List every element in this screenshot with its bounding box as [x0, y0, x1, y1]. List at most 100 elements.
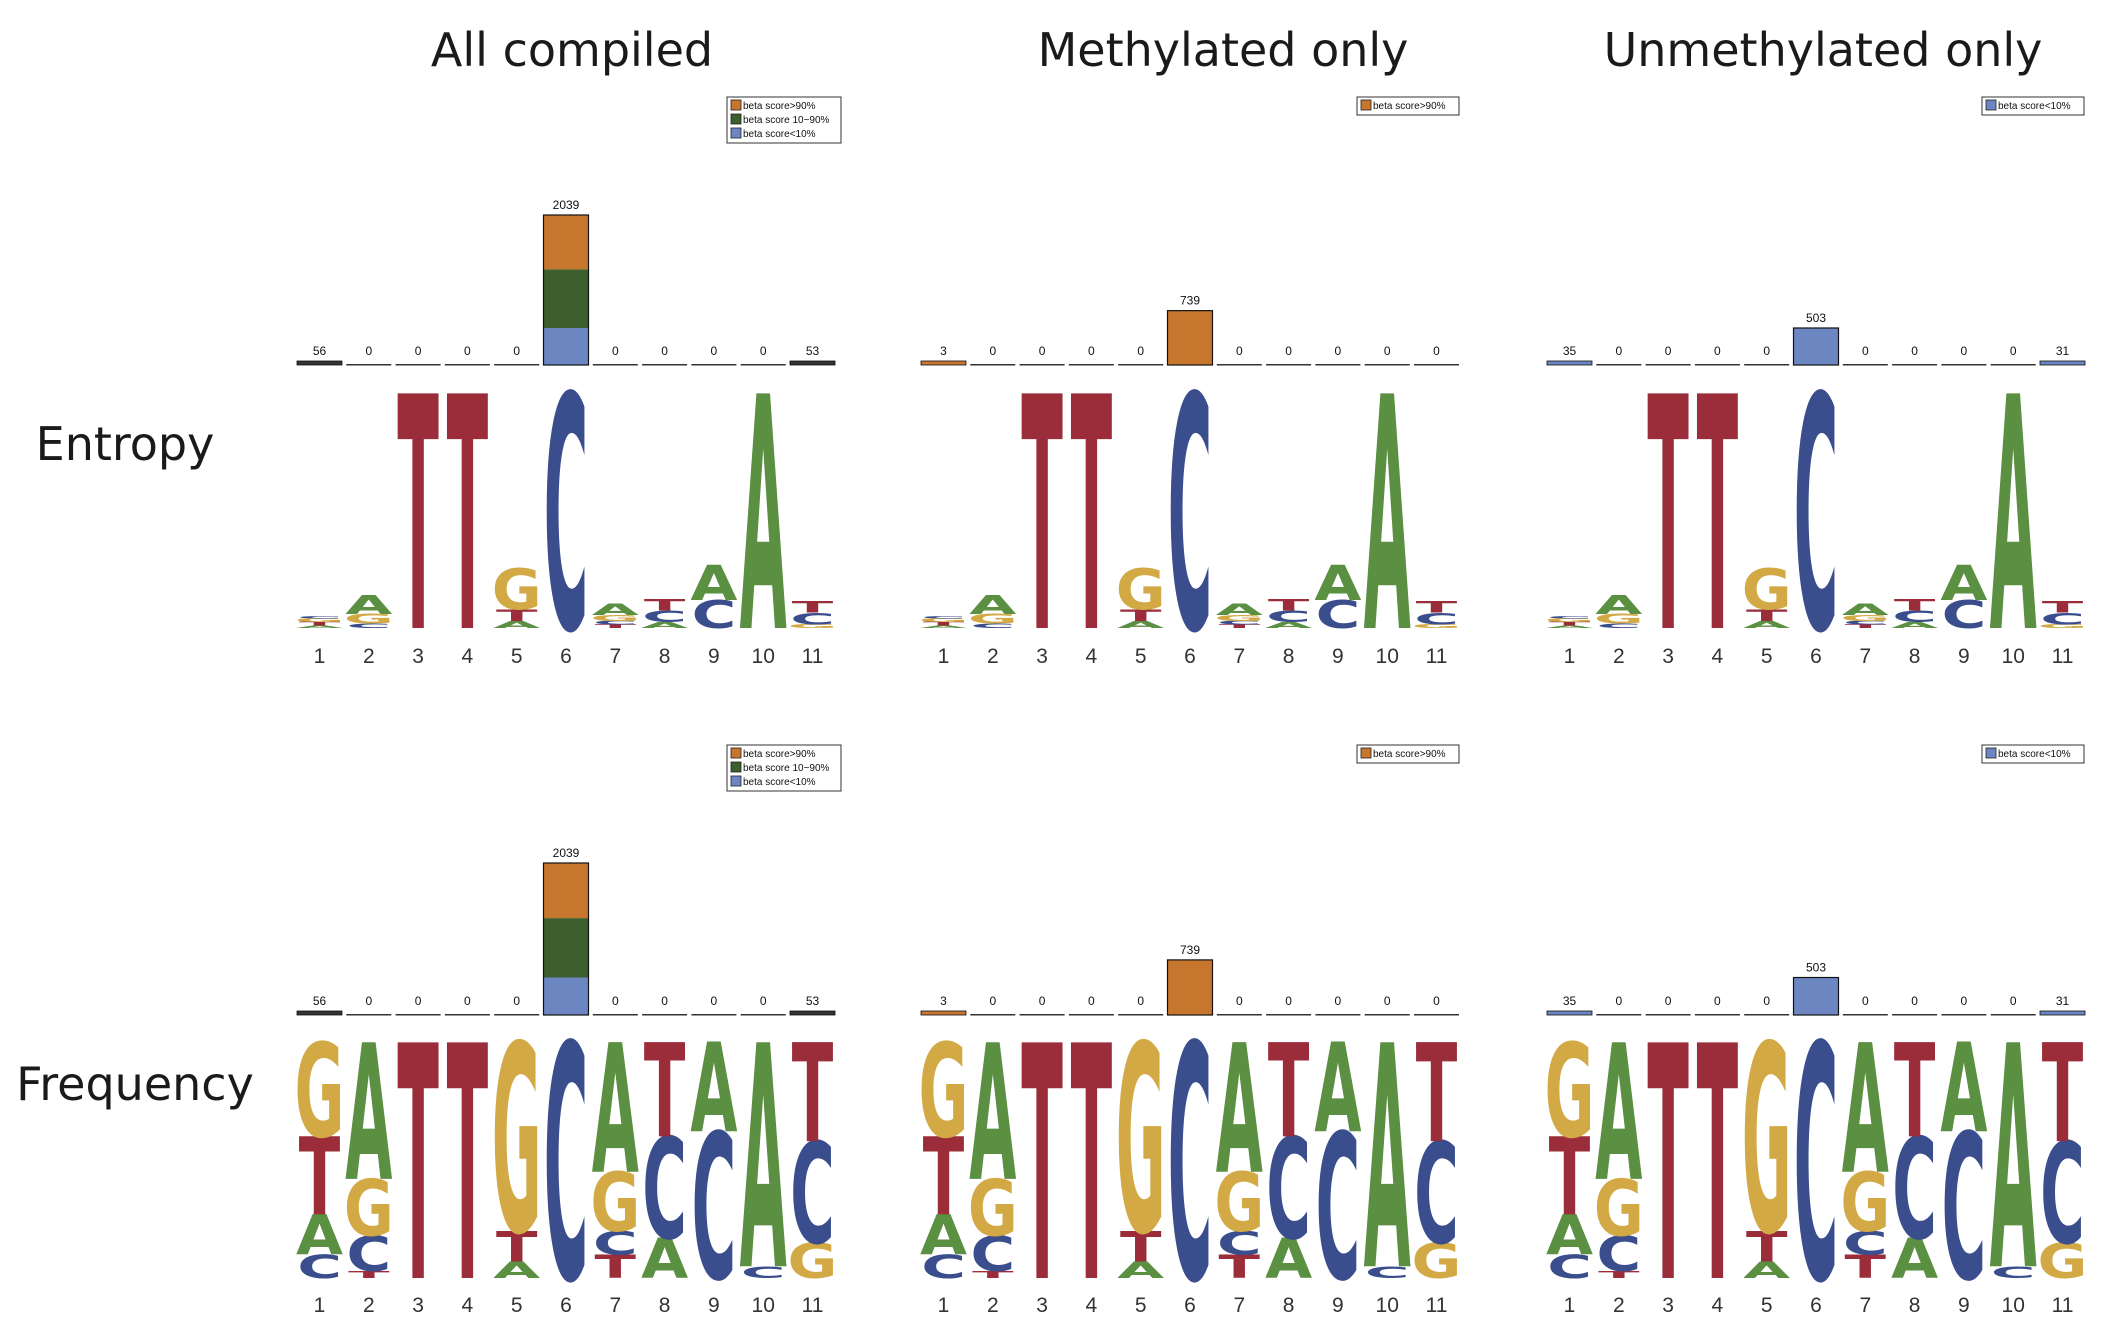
position-tick-label: 5	[1761, 645, 1773, 668]
position-tick-label: 6	[1184, 1294, 1196, 1317]
logo-letter-G: G	[919, 618, 969, 624]
logo-letter-A: A	[1364, 329, 1411, 704]
logo-letter-G: G	[1594, 612, 1644, 627]
logo-letter-T: T	[1746, 1223, 1788, 1272]
logo-letter-C: C	[297, 1249, 342, 1286]
bar-baseline	[740, 1014, 786, 1016]
logo-letter-A: A	[969, 591, 1016, 621]
bar	[1792, 976, 1840, 1016]
position-tick-label: 10	[752, 1294, 775, 1317]
bar-outline	[542, 214, 590, 366]
logo-letter-T: T	[447, 329, 488, 704]
logo-letter-C: C	[921, 1249, 966, 1286]
position-tick-label: 7	[609, 1294, 621, 1317]
position-tick-label: 5	[511, 1294, 523, 1317]
bar-value-label: 0	[1911, 344, 1918, 358]
logo-letter-G: G	[1742, 557, 1792, 622]
logo-letter-C: C	[1596, 622, 1641, 629]
position-tick-label: 9	[708, 1294, 720, 1317]
position-tick-label: 7	[1859, 645, 1871, 668]
bar-value-label: 0	[1714, 994, 1721, 1008]
position-tick-label: 4	[1712, 645, 1724, 668]
bar-baseline	[395, 364, 441, 366]
logo-letter-T: T	[1647, 329, 1688, 704]
panel-entropy-1: beta score>90% beta score 10~90% beta scor…	[295, 96, 842, 704]
logo-letter-A: A	[1314, 1018, 1361, 1161]
position-tick-label: 7	[609, 645, 621, 668]
logo-letter-T: T	[644, 1016, 686, 1167]
logo-letter-C: C	[2040, 1114, 2085, 1276]
logo-letter-A: A	[641, 621, 689, 630]
logo-letter-A: A	[1940, 1018, 1987, 1161]
logo-letter-C: C	[1794, 978, 1839, 1329]
logo-letter-G: G	[344, 612, 394, 627]
bar-baseline	[1414, 364, 1459, 366]
bar-value-label: 0	[1615, 994, 1622, 1008]
logo-letter-C: C	[346, 622, 391, 629]
logo-letter-C: C	[921, 616, 966, 620]
bar-value-label: 56	[313, 344, 327, 358]
logo-letter-G: G	[788, 1233, 838, 1289]
bar-baseline	[1118, 364, 1164, 366]
logo-letter-C: C	[1596, 1226, 1641, 1282]
position-tick-label: 3	[1662, 645, 1674, 668]
logo-letter-C: C	[642, 1110, 687, 1272]
bar-value-label: 35	[1563, 344, 1577, 358]
bar-baseline	[1990, 364, 2036, 366]
bar-value-label: 0	[464, 994, 471, 1008]
position-tick-label: 10	[1376, 645, 1399, 668]
bar-segment-beta_low	[543, 977, 589, 1015]
bar-baseline	[1744, 1014, 1790, 1016]
position-tick-label: 1	[314, 645, 326, 668]
logo-letter-T: T	[1549, 1116, 1590, 1240]
logo-letter-A: A	[1595, 1005, 1642, 1223]
logo-letter-C: C	[1217, 1225, 1262, 1262]
bar-baseline	[1364, 364, 1410, 366]
bar-baseline	[1842, 1014, 1888, 1016]
logo-letter-A: A	[1990, 329, 2037, 704]
bar-baseline	[395, 1014, 441, 1016]
bar-value-label: 0	[1335, 344, 1342, 358]
position-tick-label: 9	[1332, 1294, 1344, 1317]
bar-baseline	[1216, 364, 1262, 366]
bar-value-label: 0	[415, 344, 422, 358]
logo-letter-G: G	[295, 618, 345, 624]
bar-segment-beta_mid	[543, 269, 589, 328]
logo-letter-C: C	[1316, 593, 1361, 638]
logo-letter-A: A	[1891, 621, 1939, 630]
legend-swatch	[730, 127, 742, 139]
logo-letter-C: C	[1414, 1114, 1459, 1276]
logo-letter-C: C	[692, 1093, 737, 1326]
legend-entry: beta score>90%	[743, 101, 816, 112]
logo-letter-A: A	[296, 625, 344, 629]
logo-letter-A: A	[690, 555, 738, 611]
bar-value-label: 503	[1806, 961, 1826, 975]
position-tick-label: 4	[1086, 645, 1098, 668]
position-tick-label: 1	[938, 645, 950, 668]
bar-value-label: 0	[1335, 994, 1342, 1008]
position-tick-label: 7	[1859, 1294, 1871, 1317]
bar-baseline	[642, 1014, 688, 1016]
bar-value-label: 0	[760, 994, 767, 1008]
logo-letter-T: T	[2042, 598, 2084, 616]
legend-box	[726, 744, 842, 792]
bar-value-label: 0	[661, 344, 668, 358]
bar	[296, 1010, 343, 1016]
logo-letter-T: T	[1021, 329, 1062, 704]
bar-value-label: 35	[1563, 994, 1577, 1008]
logo-letter-A: A	[1743, 1257, 1791, 1284]
logo-letter-A: A	[740, 983, 787, 1329]
bar-value-label: 53	[806, 344, 820, 358]
logo-letter-A: A	[690, 1018, 737, 1161]
logo-letter-T: T	[923, 1116, 964, 1240]
logo-letter-T: T	[1894, 1016, 1936, 1167]
logo-letter-A: A	[592, 1009, 639, 1215]
logo-letter-A: A	[1891, 1227, 1938, 1291]
position-tick-label: 3	[412, 1294, 424, 1317]
bar-baseline	[1364, 1014, 1410, 1016]
bar-value-label: 0	[1137, 344, 1144, 358]
bar-value-label: 0	[661, 994, 668, 1008]
bar-segment-beta_high	[543, 215, 589, 270]
legend-entry: beta score>90%	[1373, 101, 1446, 112]
logo-letter-C: C	[593, 620, 638, 626]
